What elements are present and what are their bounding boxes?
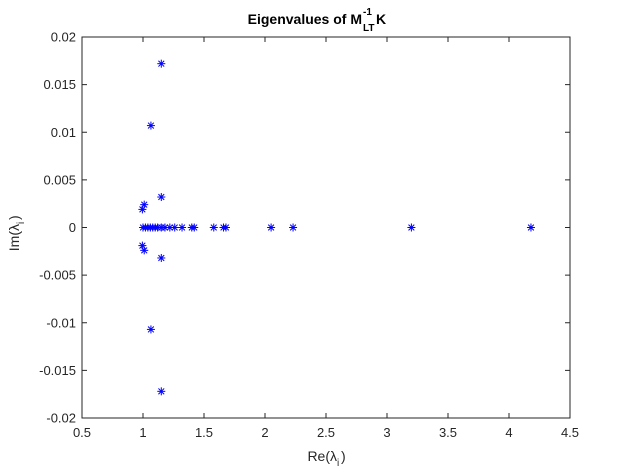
x-tick-label: 4 bbox=[505, 425, 512, 440]
y-tick-label: -0.015 bbox=[39, 363, 76, 378]
data-point bbox=[209, 223, 218, 232]
chart-title-suffix: K bbox=[376, 11, 386, 27]
y-axis-ticks: 0.02 0.015 0.01 0.005 0 -0.005 -0.01 -0.015 -0.0… bbox=[39, 30, 570, 426]
y-tick-label: 0.02 bbox=[51, 30, 76, 45]
x-tick-label: 2.5 bbox=[317, 425, 335, 440]
x-axis-ticks: 0.5 1 1.5 2 2.5 3 3.5 4 4.5 bbox=[73, 37, 579, 440]
x-axis-label: Re(λ i ) bbox=[307, 448, 345, 469]
data-point bbox=[289, 223, 298, 232]
data-point bbox=[157, 253, 166, 262]
x-tick-label: 4.5 bbox=[561, 425, 579, 440]
x-tick-label: 2 bbox=[261, 425, 268, 440]
y-axis-label: Im(λ i ) bbox=[6, 215, 27, 251]
data-point bbox=[157, 59, 166, 68]
x-tick-label: 1.5 bbox=[195, 425, 213, 440]
x-axis-label-main: Re(λ bbox=[307, 448, 337, 464]
x-tick-label: 3 bbox=[383, 425, 390, 440]
y-tick-label: 0.01 bbox=[51, 125, 76, 140]
y-axis-label-close: ) bbox=[6, 215, 22, 220]
chart-title-subscript: LT bbox=[363, 23, 374, 34]
x-axis-label-subscript: i bbox=[337, 458, 339, 469]
data-point bbox=[178, 223, 187, 232]
data-point bbox=[221, 223, 230, 232]
y-tick-label: 0.005 bbox=[43, 172, 76, 187]
data-point bbox=[267, 223, 276, 232]
data-point bbox=[407, 223, 416, 232]
data-point bbox=[138, 205, 147, 214]
data-point bbox=[138, 241, 147, 250]
x-tick-label: 0.5 bbox=[73, 425, 91, 440]
data-points bbox=[138, 59, 535, 396]
data-point bbox=[146, 121, 155, 130]
x-axis-label-close: ) bbox=[341, 448, 346, 464]
y-tick-label: 0 bbox=[69, 220, 76, 235]
y-tick-label: -0.005 bbox=[39, 268, 76, 283]
data-point bbox=[157, 387, 166, 396]
data-point bbox=[526, 223, 535, 232]
chart-title: Eigenvalues of M -1 LT K bbox=[248, 7, 386, 34]
y-axis-label-main: Im(λ bbox=[6, 224, 22, 251]
data-point bbox=[170, 223, 179, 232]
x-tick-label: 1 bbox=[139, 425, 146, 440]
data-point bbox=[190, 223, 199, 232]
data-point bbox=[146, 325, 155, 334]
x-tick-label: 3.5 bbox=[439, 425, 457, 440]
y-tick-label: -0.02 bbox=[46, 411, 76, 426]
y-tick-label: -0.01 bbox=[46, 315, 76, 330]
chart-title-superscript: -1 bbox=[363, 7, 372, 18]
data-point bbox=[157, 193, 166, 202]
y-axis-label-subscript: i bbox=[16, 222, 27, 224]
chart-title-prefix: Eigenvalues of M bbox=[248, 11, 362, 27]
y-tick-label: 0.015 bbox=[43, 77, 76, 92]
